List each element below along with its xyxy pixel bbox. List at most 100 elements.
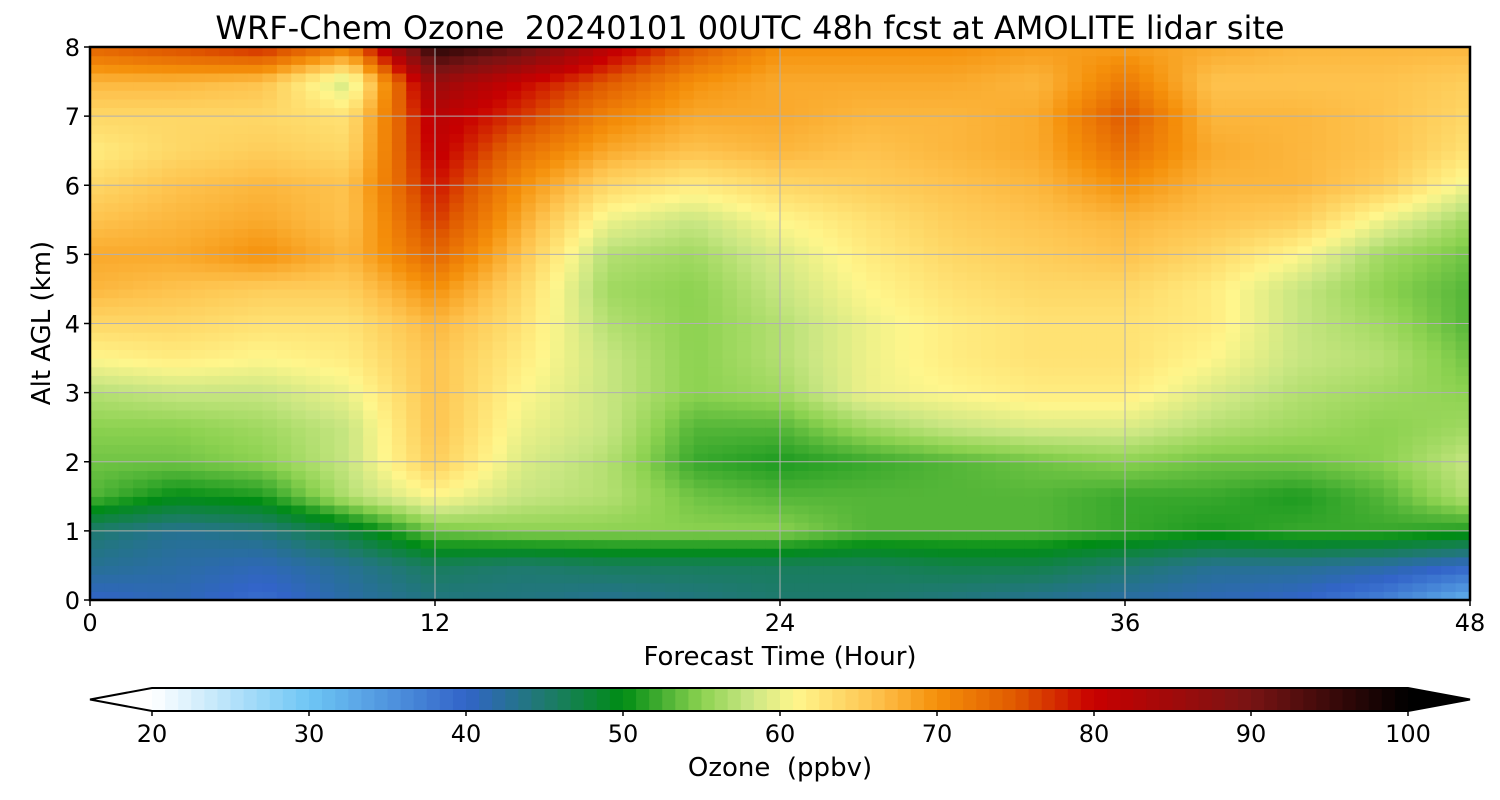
heatmap-cell (205, 176, 220, 186)
heatmap-cell (909, 591, 925, 601)
heatmap-cell (535, 245, 551, 255)
heatmap-cell (938, 591, 954, 601)
heatmap-cell (90, 150, 105, 160)
heatmap-cell (133, 513, 149, 523)
heatmap-cell (995, 392, 1011, 402)
heatmap-cell (420, 306, 436, 316)
heatmap-cell (708, 479, 724, 489)
heatmap-cell (276, 228, 292, 238)
heatmap-cell (1053, 530, 1069, 541)
heatmap-cell (966, 530, 982, 541)
heatmap-cell (262, 245, 278, 255)
heatmap-cell (1196, 574, 1212, 584)
heatmap-cell (938, 98, 954, 109)
heatmap-cell (1153, 116, 1169, 126)
heatmap-cell (305, 574, 321, 584)
heatmap-cell (923, 504, 939, 515)
heatmap-cell (722, 340, 738, 351)
heatmap-cell (363, 81, 379, 91)
heatmap-cell (621, 470, 637, 480)
heatmap-cell (909, 461, 925, 471)
heatmap-cell (564, 548, 580, 558)
heatmap-cell (837, 461, 853, 471)
heatmap-cell (1038, 271, 1054, 281)
heatmap-cell (1067, 64, 1083, 74)
heatmap-cell (161, 202, 177, 212)
heatmap-cell (406, 133, 422, 143)
heatmap-cell (118, 107, 134, 117)
heatmap-cell (363, 574, 379, 584)
heatmap-cell (1182, 479, 1198, 489)
heatmap-cell (161, 504, 177, 515)
heatmap-cell (521, 401, 537, 411)
heatmap-cell (736, 375, 752, 385)
heatmap-cell (564, 219, 580, 230)
heatmap-cell (262, 366, 278, 376)
heatmap-cell (895, 453, 910, 463)
heatmap-cell (463, 496, 479, 506)
heatmap-cell (1096, 142, 1112, 152)
heatmap-cell (205, 332, 220, 342)
heatmap-cell (794, 228, 810, 238)
heatmap-cell (363, 142, 379, 152)
heatmap-cell (262, 297, 278, 307)
heatmap-cell (593, 211, 609, 221)
heatmap-cell (808, 435, 824, 446)
heatmap-cell (1096, 487, 1112, 497)
heatmap-cell (104, 530, 120, 541)
heatmap-cell (348, 245, 364, 255)
heatmap-cell (550, 159, 565, 169)
heatmap-cell (506, 219, 522, 230)
heatmap-cell (334, 167, 350, 178)
heatmap-cell (607, 81, 623, 91)
heatmap-cell (880, 574, 896, 584)
heatmap-cell (837, 435, 853, 446)
heatmap-cell (391, 90, 407, 100)
heatmap-cell (1053, 202, 1069, 212)
heatmap-cell (161, 314, 177, 325)
heatmap-cell (981, 306, 997, 316)
heatmap-cell (938, 349, 954, 359)
heatmap-cell (1010, 522, 1025, 532)
heatmap-cell (665, 539, 680, 549)
heatmap-cell (248, 47, 264, 57)
heatmap-cell (722, 124, 738, 135)
heatmap-cell (363, 565, 379, 575)
heatmap-cell (1168, 401, 1184, 411)
heatmap-cell (90, 185, 105, 195)
heatmap-cell (679, 392, 695, 402)
heatmap-cell (161, 288, 177, 299)
heatmap-cell (578, 263, 594, 273)
heatmap-cell (578, 530, 594, 541)
heatmap-cell (708, 574, 724, 584)
heatmap-cell (420, 271, 436, 281)
heatmap-cell (866, 548, 882, 558)
heatmap-cell (133, 133, 149, 143)
heatmap-cell (248, 574, 264, 584)
heatmap-cell (1125, 444, 1140, 454)
heatmap-cell (794, 297, 810, 307)
heatmap-cell (1110, 366, 1126, 376)
heatmap-cell (435, 470, 450, 480)
heatmap-cell (276, 461, 292, 471)
heatmap-cell (104, 90, 120, 100)
heatmap-cell (492, 202, 508, 212)
heatmap-cell (233, 582, 249, 592)
heatmap-cell (1196, 306, 1212, 316)
heatmap-cell (492, 280, 508, 290)
heatmap-cell (305, 211, 321, 221)
heatmap-cell (765, 435, 781, 446)
heatmap-cell (1196, 513, 1212, 523)
heatmap-cell (938, 548, 954, 558)
heatmap-cell (621, 228, 637, 238)
heatmap-cell (377, 409, 393, 420)
heatmap-cell (276, 55, 292, 65)
heatmap-cell (1139, 280, 1155, 290)
heatmap-cell (1182, 185, 1198, 195)
heatmap-cell (276, 435, 292, 446)
heatmap-cell (463, 513, 479, 523)
heatmap-cell (1053, 349, 1069, 359)
heatmap-cell (808, 64, 824, 74)
heatmap-cell (550, 470, 565, 480)
heatmap-cell (794, 574, 810, 584)
